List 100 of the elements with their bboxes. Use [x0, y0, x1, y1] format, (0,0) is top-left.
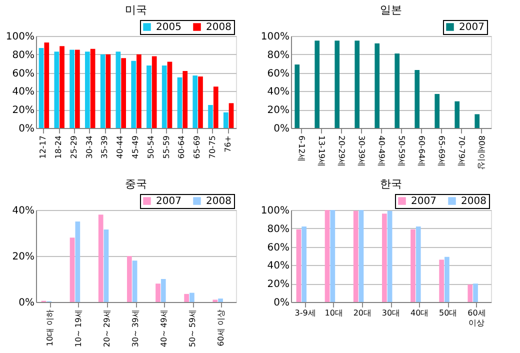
- y-tick-label: 100%: [260, 206, 290, 216]
- y-tick-label: 100%: [260, 32, 290, 42]
- bar: [468, 284, 473, 302]
- bar: [302, 226, 307, 302]
- x-tick-label: 20대: [353, 308, 372, 318]
- y-tick-label: 40%: [267, 260, 290, 272]
- y-tick-label: 40%: [12, 86, 34, 98]
- x-tick-label: 50-59세: [397, 136, 406, 167]
- bar: [296, 229, 302, 302]
- bar: [374, 43, 380, 128]
- bar: [190, 292, 194, 302]
- x-tick-label: 30~ 39세: [131, 310, 140, 348]
- bar: [100, 54, 106, 128]
- bar: [228, 103, 234, 128]
- bar: [75, 50, 80, 128]
- bar: [314, 40, 320, 128]
- x-tick-label: 40대: [410, 308, 429, 318]
- bar: [208, 105, 213, 128]
- x-tick-label: 20-29세: [337, 136, 346, 167]
- bar: [127, 256, 132, 302]
- x-tick-label: 60-64: [177, 136, 186, 159]
- bar: [116, 52, 121, 128]
- bar: [223, 112, 228, 128]
- bar: [182, 70, 188, 128]
- chart-title: 미국: [125, 4, 147, 16]
- bar: [358, 210, 364, 302]
- x-tick-label: 25-29: [69, 136, 78, 159]
- bar: [85, 52, 90, 128]
- x-tick-label: 18-24: [54, 136, 64, 159]
- bar: [156, 284, 160, 302]
- bar: [132, 260, 138, 302]
- y-tick-label: 40%: [12, 206, 34, 216]
- bar: [160, 279, 166, 302]
- legend-label: 2008: [461, 196, 486, 207]
- x-tick-label: 45-49: [131, 136, 140, 159]
- bar: [131, 60, 136, 128]
- y-tick-label: 20%: [12, 105, 34, 116]
- bar: [104, 230, 109, 302]
- bar: [473, 284, 478, 302]
- chart-title: 한국: [380, 178, 402, 190]
- bar: [454, 101, 460, 128]
- x-tick-label: 13-19세: [317, 136, 326, 167]
- y-tick-label: 0%: [274, 124, 290, 134]
- y-tick-label: 20%: [12, 252, 34, 262]
- x-tick-label: 60세 이상: [216, 310, 226, 346]
- bar: [198, 76, 203, 128]
- bar: [184, 294, 189, 302]
- bar: [334, 40, 340, 128]
- x-tick-label: 80세이상: [477, 136, 486, 170]
- bar: [162, 65, 167, 128]
- bar: [75, 222, 80, 302]
- bar: [38, 48, 44, 128]
- x-tick-label: 3-9세: [294, 308, 316, 318]
- x-tick-label: 70-75: [208, 136, 217, 159]
- legend-label: 2008: [206, 22, 232, 33]
- bar: [146, 65, 152, 128]
- y-tick-label: 80%: [267, 224, 290, 235]
- legend-label: 2007: [411, 196, 436, 207]
- bar: [354, 40, 360, 128]
- bar: [90, 48, 96, 128]
- x-tick-label: 50~ 59세: [188, 310, 198, 348]
- x-tick-label: 40~ 49세: [160, 310, 169, 348]
- bar: [213, 86, 218, 128]
- bar: [474, 114, 480, 128]
- chart-title: 중국: [125, 178, 147, 190]
- x-tick-label: 10대 이하: [45, 310, 54, 346]
- y-tick-label: 60%: [267, 68, 290, 80]
- bar: [353, 210, 358, 302]
- x-tick-label: 60세 이상: [468, 308, 486, 328]
- y-tick-label: 20%: [267, 105, 290, 116]
- bar: [60, 46, 64, 128]
- x-tick-label: 10대: [324, 308, 343, 318]
- x-tick-label: 70-79세: [457, 136, 466, 167]
- bar: [44, 42, 50, 128]
- x-tick-label: 76+: [223, 136, 232, 152]
- x-tick-label: 40-44: [116, 136, 125, 159]
- bar: [218, 298, 223, 302]
- x-tick-label: 30-34: [84, 136, 94, 159]
- y-tick-label: 20%: [267, 279, 290, 290]
- legend-label: 2007: [459, 22, 484, 33]
- bar: [54, 52, 60, 128]
- legend-label: 2005: [156, 22, 182, 33]
- x-tick-label: 40-49세: [377, 136, 386, 167]
- bar: [387, 210, 392, 302]
- x-tick-label: 65-69세: [437, 136, 446, 167]
- x-tick-label: 30대: [382, 308, 400, 318]
- x-tick-label: 50-54: [146, 136, 156, 159]
- bar: [192, 76, 198, 128]
- bar: [394, 53, 400, 128]
- bar: [324, 210, 330, 302]
- bar: [414, 70, 420, 128]
- bar: [177, 77, 182, 128]
- bar: [167, 62, 172, 128]
- y-tick-label: 80%: [267, 50, 290, 61]
- x-tick-label: 30-39세: [357, 136, 366, 167]
- y-tick-label: 40%: [267, 86, 290, 98]
- bar: [70, 238, 75, 302]
- bar: [434, 94, 440, 128]
- bar: [121, 58, 126, 128]
- x-tick-label: 50대: [439, 308, 458, 318]
